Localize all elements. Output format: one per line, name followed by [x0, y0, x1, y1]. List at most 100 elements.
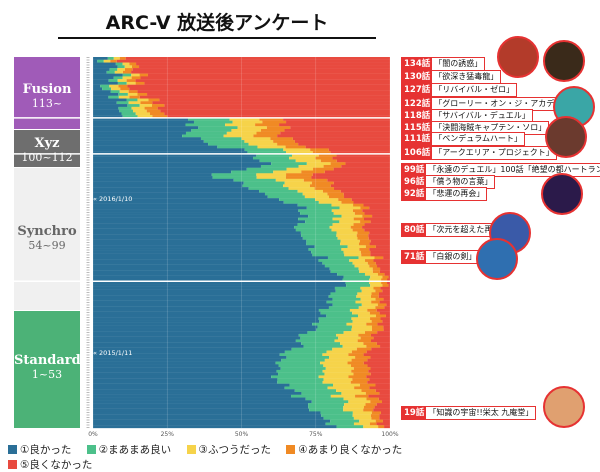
- bar-segment-ep117-good: [93, 104, 128, 107]
- bar-segment-ep48-neutral: [356, 295, 371, 299]
- bar-segment-ep43-neutral: [349, 308, 368, 312]
- bar-segment-ep73-neutral: [329, 225, 351, 229]
- bar-segment-ep19-notgood: [348, 375, 367, 379]
- bar-segment-ep4-okay: [323, 416, 354, 420]
- bar-segment-ep61-neutral: [349, 259, 366, 263]
- bar-segment-ep103-neutral: [248, 142, 278, 146]
- bar-segment-ep134-good: [93, 57, 108, 60]
- bar-segment-ep70-good: [93, 234, 302, 238]
- bar-segment-ep78-bad: [364, 212, 390, 215]
- bar-segment-ep60-notgood: [367, 261, 376, 265]
- bar-segment-ep49-good: [93, 292, 331, 296]
- bar-segment-ep23-notgood: [351, 364, 368, 368]
- bar-segment-ep104-good: [93, 140, 204, 143]
- bar-segment-ep90-good: [93, 178, 234, 182]
- bar-segment-ep52-good: [93, 284, 347, 287]
- bar-segment-ep58-good: [93, 267, 330, 271]
- bar-segment-ep48-bad: [378, 295, 390, 299]
- bar-segment-ep106-good: [93, 134, 183, 138]
- bar-segment-ep90-bad: [327, 178, 390, 182]
- bar-segment-ep115-bad: [160, 109, 390, 113]
- bar-segment-ep56-notgood: [377, 272, 385, 276]
- bar-segment-ep20-notgood: [353, 372, 371, 376]
- bar-segment-ep123-notgood: [120, 87, 130, 91]
- bar-segment-ep125-neutral: [126, 81, 136, 85]
- bar-segment-ep98-notgood: [315, 156, 333, 160]
- bar-segment-ep45-okay: [332, 303, 362, 307]
- bar-segment-ep88-good: [93, 184, 243, 188]
- bar-segment-ep112-bad: [283, 117, 390, 121]
- bar-segment-ep51-notgood: [373, 286, 381, 290]
- bar-segment-ep80-neutral: [339, 206, 361, 210]
- bar-segment-ep115-good: [93, 109, 120, 113]
- bar-segment-ep59-neutral: [354, 264, 370, 268]
- bar-segment-ep121-okay: [118, 92, 128, 96]
- bar-segment-ep88-neutral: [283, 184, 310, 188]
- bar-segment-ep68-bad: [370, 239, 390, 243]
- bar-segment-ep84-neutral: [304, 195, 329, 199]
- annotation-106: 106話 「アークエリア・プロジェクト」: [401, 146, 557, 160]
- bar-segment-ep66-okay: [314, 245, 348, 249]
- bar-segment-ep3-bad: [382, 419, 390, 423]
- bar-segment-ep26-okay: [286, 356, 330, 359]
- bar-segment-ep94-good: [93, 167, 247, 171]
- bar-segment-ep132-neutral: [122, 62, 130, 66]
- bar-segment-ep73-bad: [362, 225, 390, 229]
- bar-segment-ep119-okay: [126, 98, 138, 102]
- bar-segment-ep99-okay: [256, 153, 292, 157]
- bar-segment-ep37-notgood: [371, 325, 384, 329]
- bar-segment-ep124-good: [93, 84, 101, 88]
- bar-segment-ep5-bad: [379, 414, 390, 418]
- bar-segment-ep95-okay: [260, 164, 299, 168]
- bar-segment-ep116-bad: [157, 106, 390, 110]
- bar-segment-ep11-bad: [378, 397, 390, 401]
- bar-segment-ep72-good: [93, 228, 296, 232]
- bar-segment-ep79-notgood: [352, 209, 363, 213]
- bar-segment-ep23-neutral: [323, 364, 352, 368]
- bar-segment-ep118-okay: [116, 101, 129, 105]
- bar-segment-ep37-neutral: [351, 325, 372, 329]
- bar-segment-ep73-notgood: [350, 225, 363, 229]
- bar-segment-ep122-neutral: [119, 90, 129, 94]
- bar-segment-ep64-notgood: [360, 250, 371, 254]
- bar-segment-ep26-neutral: [329, 356, 356, 359]
- bar-segment-ep131-notgood: [131, 65, 140, 69]
- bar-segment-ep133-bad: [116, 59, 390, 63]
- bar-segment-ep16-bad: [375, 383, 390, 387]
- bar-segment-ep71-neutral: [336, 231, 358, 235]
- bar-segment-ep21-okay: [276, 369, 323, 373]
- bar-segment-ep83-good: [93, 198, 280, 202]
- bar-segment-ep6-bad: [380, 411, 390, 415]
- bar-segment-ep61-notgood: [365, 259, 374, 263]
- bar-segment-ep133-good: [93, 59, 98, 63]
- bar-segment-ep106-notgood: [253, 134, 278, 138]
- bar-segment-ep113-good: [93, 115, 123, 119]
- bar-segment-ep132-bad: [136, 62, 390, 66]
- bar-segment-ep103-good: [93, 142, 209, 146]
- annotation-122: 122話 「グローリー・オン・ジ・アカデミア！」: [401, 97, 590, 111]
- bar-segment-ep75-neutral: [339, 220, 361, 224]
- bar-segment-ep22-okay: [280, 367, 326, 371]
- bar-segment-ep94-okay: [246, 167, 287, 171]
- bar-segment-ep129-notgood: [122, 70, 132, 74]
- bar-segment-ep13-bad: [379, 392, 390, 395]
- bar-segment-ep44-neutral: [358, 306, 376, 310]
- bar-segment-ep68-notgood: [359, 239, 371, 243]
- bar-segment-ep88-okay: [242, 184, 284, 188]
- bar-segment-ep41-good: [93, 314, 327, 318]
- bar-segment-ep41-neutral: [358, 314, 376, 318]
- bar-segment-ep76-good: [93, 217, 299, 221]
- bar-segment-ep130-okay: [109, 68, 118, 71]
- x-tick-label-2: 50%: [235, 431, 249, 438]
- bar-segment-ep27-bad: [363, 353, 390, 357]
- bar-segment-ep30-good: [93, 344, 304, 348]
- bar-segment-ep12-neutral: [330, 394, 356, 398]
- bar-segment-ep1-okay: [336, 425, 364, 429]
- bar-segment-ep72-okay: [295, 228, 332, 232]
- bar-segment-ep79-good: [93, 209, 299, 213]
- bar-segment-ep13-neutral: [341, 392, 366, 395]
- bar-segment-ep62-neutral: [358, 256, 375, 260]
- bar-segment-ep70-okay: [301, 234, 337, 238]
- bar-segment-ep30-okay: [303, 344, 343, 348]
- bar-segment-ep24-notgood: [347, 361, 364, 365]
